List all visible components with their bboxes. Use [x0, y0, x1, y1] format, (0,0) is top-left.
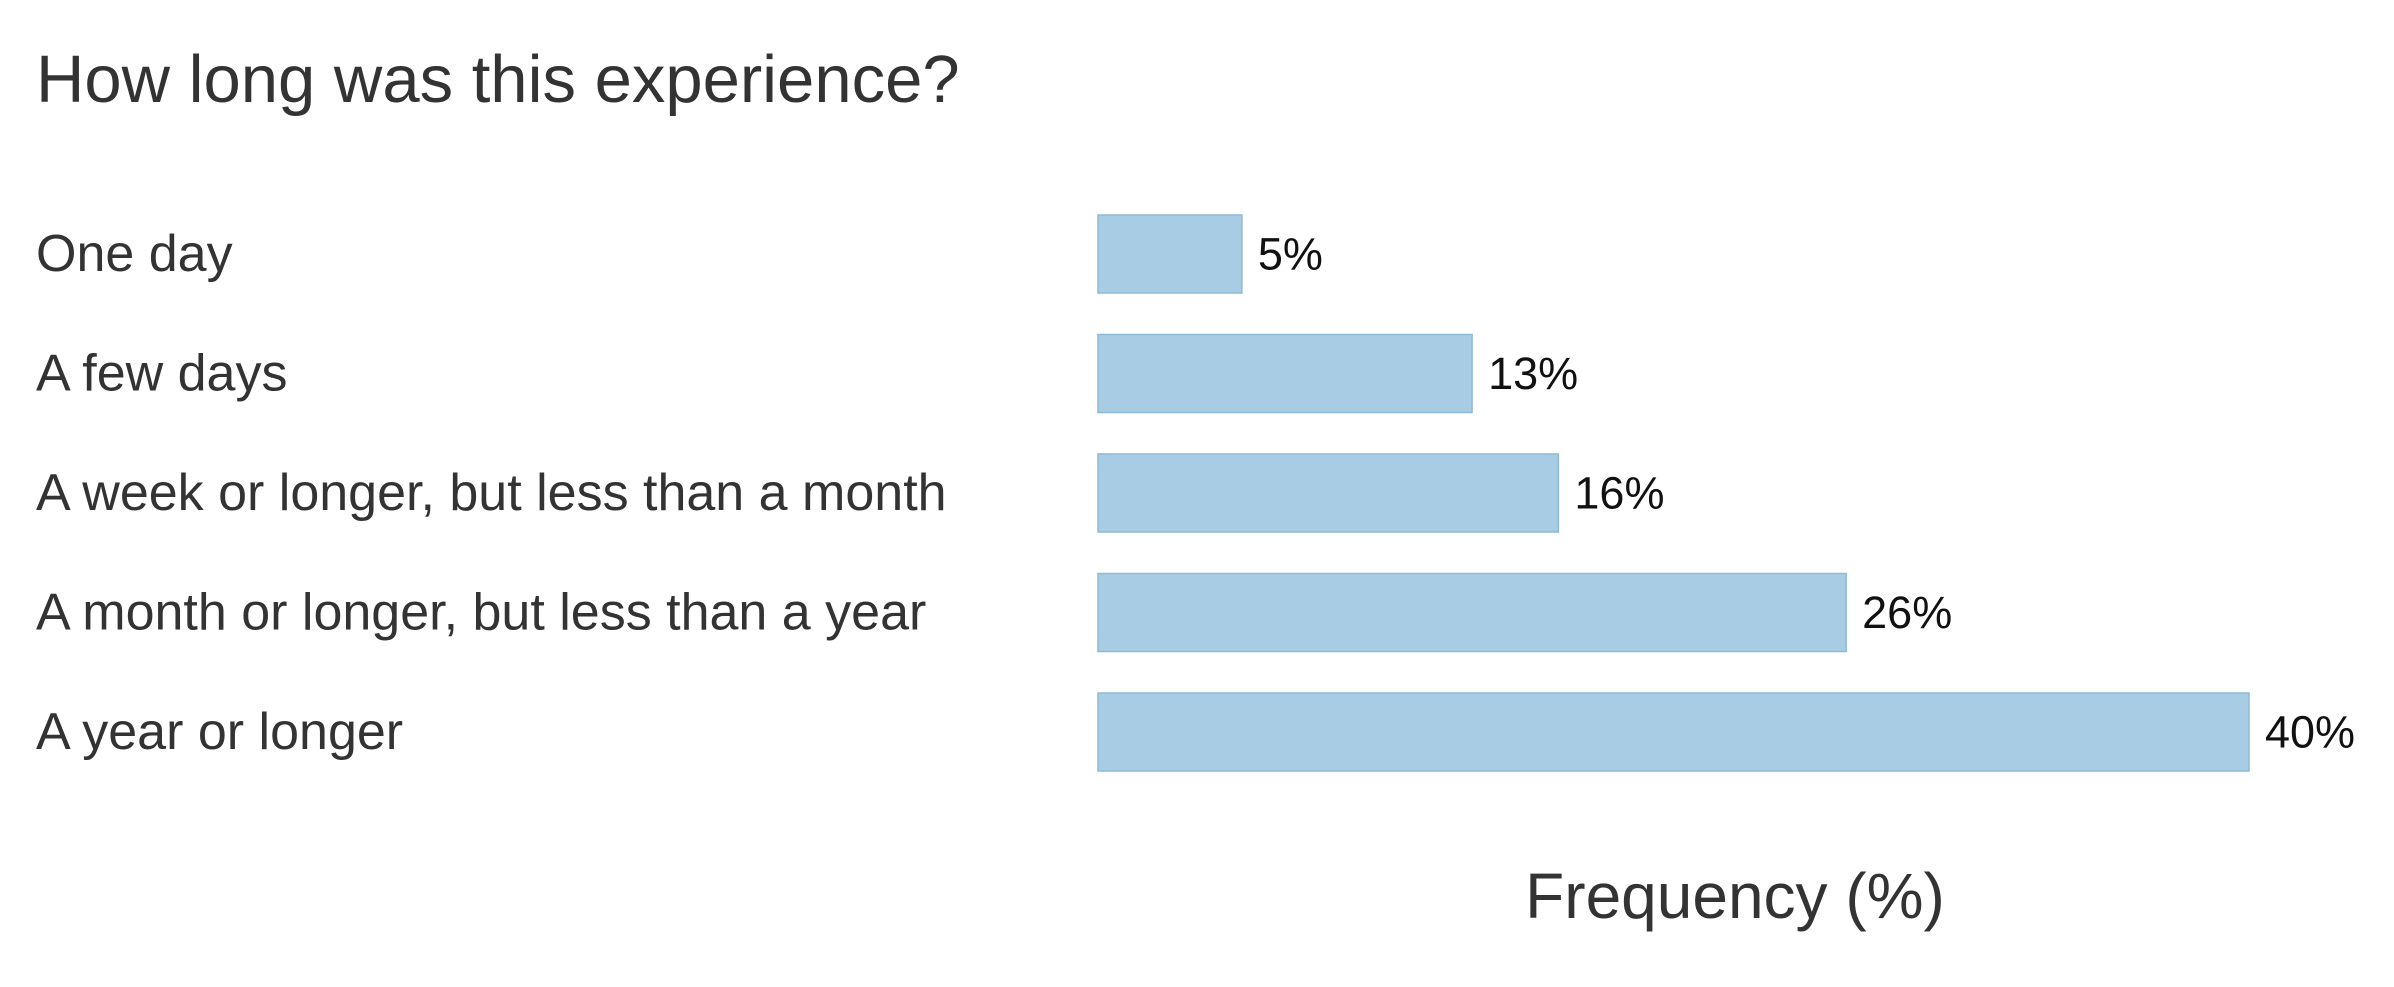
- category-label: One day: [36, 225, 233, 283]
- bar: [1097, 692, 2250, 772]
- bar: [1097, 333, 1473, 414]
- bar: [1097, 453, 1560, 533]
- value-label: 40%: [2265, 707, 2355, 758]
- value-label: 26%: [1862, 587, 1952, 638]
- category-label: A few days: [36, 345, 287, 403]
- category-label: A month or longer, but less than a year: [36, 584, 926, 642]
- bars-layer: One day 5% A few days 13% A week or longer, …: [36, 214, 2355, 772]
- category-label: A week or longer, but less than a month: [36, 464, 947, 522]
- value-label: 16%: [1574, 468, 1664, 519]
- chart-title: How long was this experience?: [36, 42, 960, 117]
- x-axis-label: Frequency (%): [1525, 860, 1945, 932]
- value-label: 13%: [1488, 348, 1578, 399]
- category-label: A year or longer: [36, 703, 403, 761]
- bar: [1097, 572, 1847, 653]
- value-label: 5%: [1258, 229, 1323, 280]
- bar: [1097, 214, 1243, 294]
